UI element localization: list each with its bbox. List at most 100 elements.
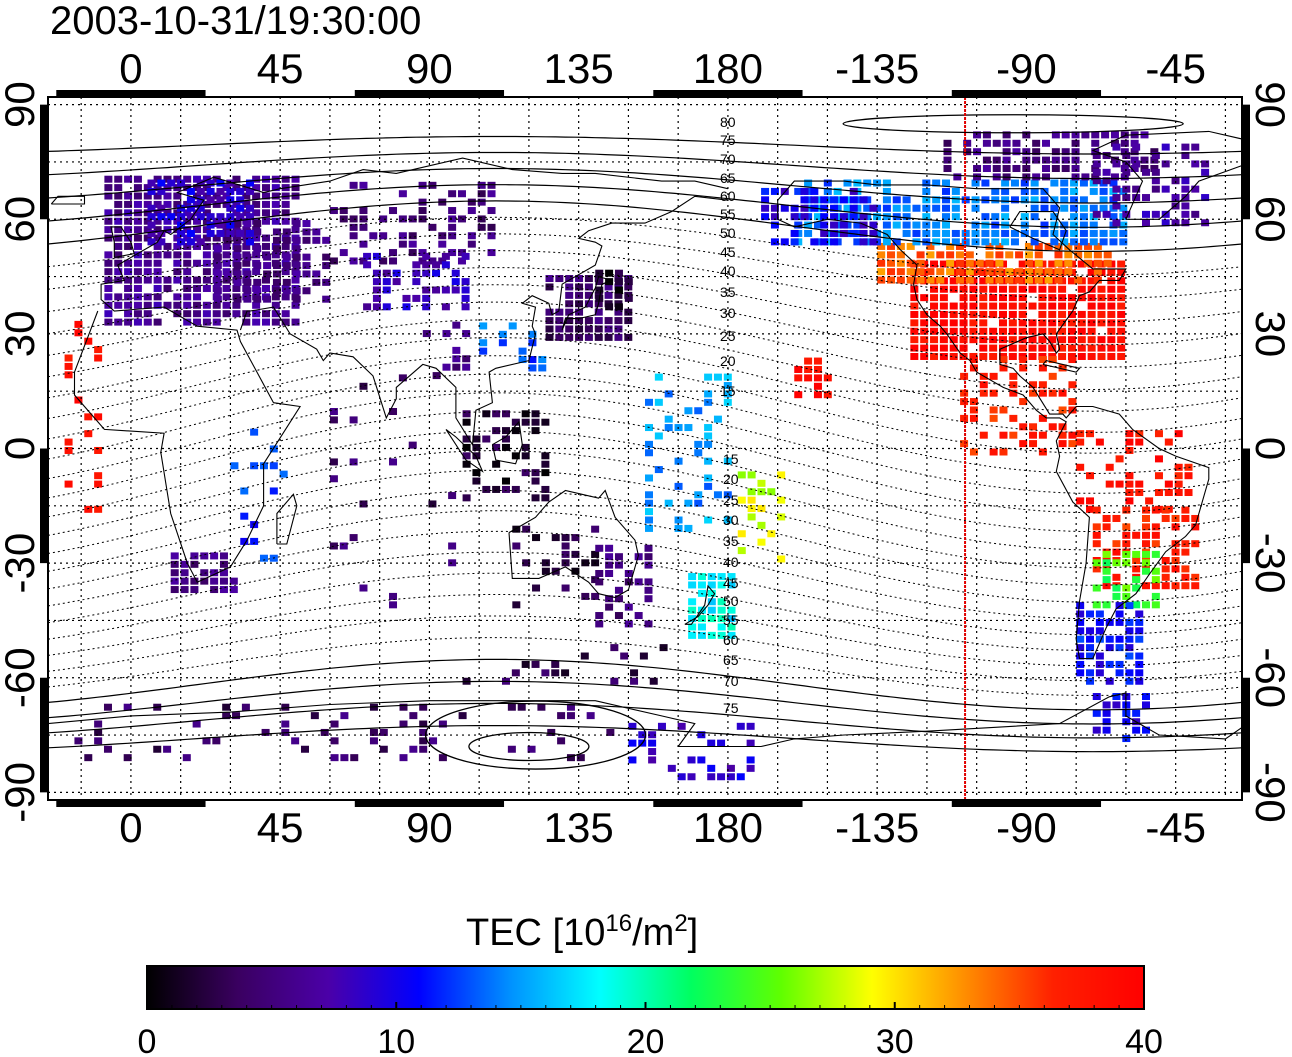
- tec-point-canada-south: [995, 268, 1004, 276]
- tec-point-canada-south: [1005, 276, 1014, 284]
- tec-point-south-america-mid: [1161, 582, 1170, 590]
- tec-point-pacific-west: [694, 499, 703, 507]
- contour-label-south: 55: [723, 612, 739, 628]
- tec-point-greenland: [1161, 185, 1170, 193]
- tec-point-new-zealand: [697, 623, 706, 631]
- tec-point-north-america: [1038, 294, 1047, 302]
- tec-point-europe: [153, 175, 162, 183]
- tec-point-west-africa: [64, 371, 73, 379]
- tec-point-japan: [565, 333, 574, 341]
- tec-point-new-zealand: [707, 589, 716, 597]
- tec-point-canada: [1010, 179, 1019, 187]
- tec-point-russia-north: [339, 249, 348, 257]
- tec-point-europe: [114, 175, 123, 183]
- tec-point-canada: [922, 187, 931, 195]
- tec-point-russia-north: [359, 207, 368, 215]
- tec-point-alaska: [800, 204, 809, 212]
- tec-point-canada-south: [1015, 276, 1024, 284]
- tec-point-europe: [252, 310, 261, 318]
- tec-point-north-america: [959, 336, 968, 344]
- tec-point-antarctica-coast: [399, 703, 408, 711]
- contour-label-south: 30: [723, 512, 739, 528]
- tec-point-europe: [153, 259, 162, 267]
- tec-point-africa-east: [269, 445, 278, 453]
- tec-point-east-asia: [528, 356, 537, 364]
- tec-point-hawaii: [794, 391, 803, 399]
- tec-point-east-asia: [538, 364, 547, 372]
- tec-point-antarctica-coast: [606, 728, 615, 736]
- tec-point-europe: [232, 310, 241, 318]
- lon-tick-label-top: 135: [544, 45, 614, 92]
- tec-point-north-america: [1008, 327, 1017, 335]
- tec-point-pacific-west: [723, 457, 732, 465]
- tec-point-central-america: [1038, 431, 1047, 439]
- tec-point-central-asia: [372, 303, 381, 311]
- tec-point-europe: [163, 200, 172, 208]
- tec-point-argentina-north: [1092, 584, 1101, 592]
- tec-point-north-america: [1107, 344, 1116, 352]
- tec-point-north-america: [1067, 336, 1076, 344]
- tec-point-greenland: [1142, 168, 1151, 176]
- tec-point-canada: [1089, 187, 1098, 195]
- tec-point-alaska: [820, 229, 829, 237]
- tec-point-ross-sea: [648, 731, 657, 739]
- tec-point-southern-ocean: [531, 660, 540, 668]
- tec-point-japan-north: [595, 278, 604, 286]
- tec-point-alaska: [869, 229, 878, 237]
- tec-point-south-america-mid: [1142, 514, 1151, 522]
- tec-point-argentina-south: [1135, 652, 1144, 660]
- tec-point-hawaii: [804, 365, 813, 373]
- tec-point-scandinavia: [206, 196, 215, 204]
- tec-point-new-zealand: [707, 606, 716, 614]
- tec-point-north-america: [998, 294, 1007, 302]
- tec-point-north-america: [959, 327, 968, 335]
- tec-point-argentina-north: [1151, 550, 1160, 558]
- magnetic-contour: [48, 151, 1242, 180]
- tec-point-japan: [584, 291, 593, 299]
- tec-point-south-america-north: [1164, 488, 1173, 496]
- tec-point-central-america: [1019, 356, 1028, 364]
- tec-point-arctic-canada: [982, 131, 991, 139]
- tec-point-north-america: [1087, 319, 1096, 327]
- tec-point-antarctica-coast: [557, 712, 566, 720]
- tec-point-canada-south: [1064, 259, 1073, 267]
- tec-point-southern-ocean: [521, 660, 530, 668]
- tec-point-europe: [193, 276, 202, 284]
- tec-point-argentina-south: [1076, 669, 1085, 677]
- coastline-sumatra: [445, 428, 484, 473]
- contour-label-south: 75: [723, 700, 739, 716]
- tec-point-greenland: [1191, 160, 1200, 168]
- tec-point-greenland: [1201, 219, 1210, 227]
- lon-tick-label-bottom: 180: [693, 804, 763, 851]
- tec-point-europe: [124, 310, 133, 318]
- tec-point-south-america-north: [1135, 438, 1144, 446]
- tec-point-pacific-west: [645, 440, 653, 448]
- tec-point-africa-east: [269, 487, 278, 495]
- tec-point-north-america: [920, 319, 929, 327]
- tec-point-canada: [863, 179, 872, 187]
- tec-point-central-asia: [412, 261, 421, 269]
- tec-point-canada: [1050, 221, 1059, 229]
- tec-point-australia-east: [644, 553, 653, 561]
- tec-point-arctic-canada: [1051, 148, 1060, 156]
- tec-point-antarctica-coast: [409, 712, 418, 720]
- tec-point-europe: [124, 259, 133, 267]
- tec-point-ross-sea: [746, 764, 755, 772]
- tec-point-antarctica-coast: [222, 712, 231, 720]
- tec-point-argentina-south: [1105, 635, 1114, 643]
- tec-point-arctic-canada: [1022, 165, 1031, 173]
- tec-point-north-america: [1107, 336, 1116, 344]
- tec-point-south-america-north: [1154, 430, 1163, 438]
- tec-point-australia-west: [591, 550, 600, 558]
- tec-point-greenland: [1092, 160, 1101, 168]
- tec-point-greenland: [1102, 210, 1111, 218]
- tec-point-europe: [271, 293, 280, 301]
- tec-point-arctic-canada: [982, 139, 991, 147]
- tec-point-north-america: [920, 327, 929, 335]
- tec-point-central-america: [1058, 389, 1067, 397]
- tec-point-north-america: [1107, 294, 1116, 302]
- tec-point-canada-south: [1044, 276, 1053, 284]
- tec-point-japan: [584, 275, 593, 283]
- tec-point-hawaii: [804, 374, 813, 382]
- tec-point-central-america: [1058, 440, 1067, 448]
